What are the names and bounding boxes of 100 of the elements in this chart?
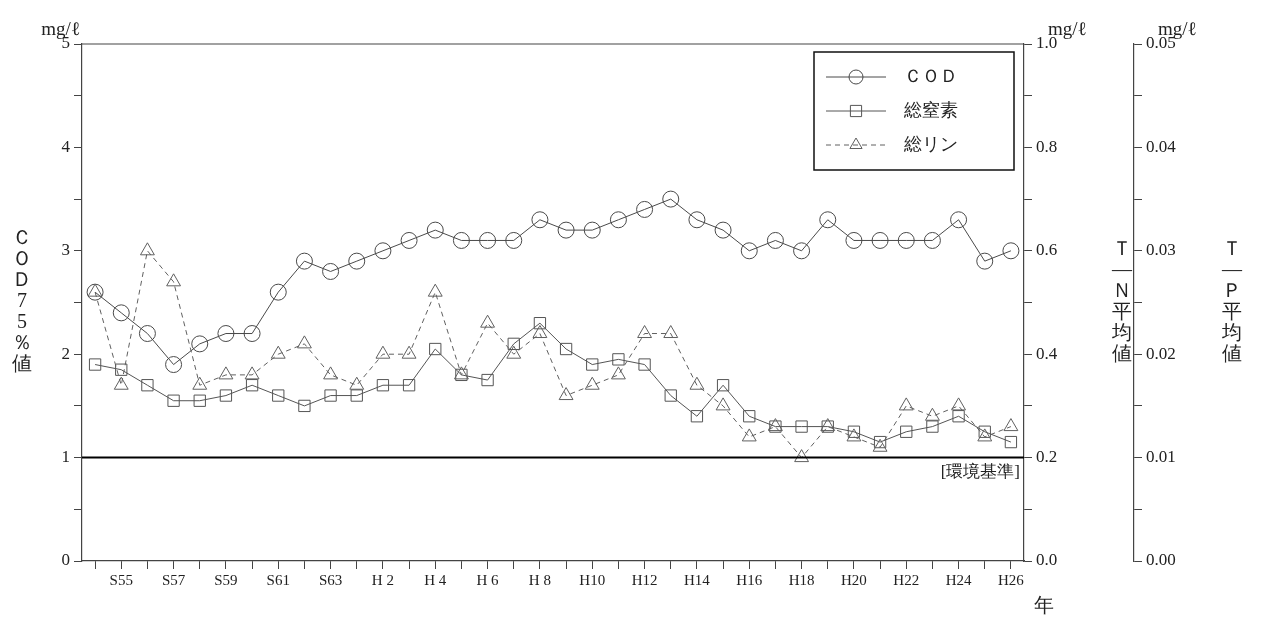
point: [323, 366, 339, 380]
point: [427, 283, 443, 297]
point: [715, 397, 731, 411]
text: mg/ℓ: [1048, 18, 1087, 40]
point: [1004, 435, 1018, 449]
point: [688, 211, 706, 229]
point: [350, 389, 363, 402]
point: [951, 397, 967, 411]
x-tick-label: S61: [266, 571, 290, 588]
point: [531, 211, 549, 229]
x-tick-label: S57: [161, 571, 186, 588]
x-tick-label: H26: [997, 571, 1025, 588]
point: [243, 325, 261, 343]
point: [375, 345, 391, 359]
point: [112, 304, 130, 322]
point: [295, 252, 313, 270]
point: [976, 252, 994, 270]
x-tick-label: H20: [840, 571, 867, 588]
point: [766, 231, 784, 249]
y-axis-title: ＣＯＤ75％値: [12, 226, 32, 375]
point: [898, 397, 914, 411]
point: [87, 283, 103, 297]
point: [298, 399, 311, 413]
point: [662, 190, 680, 208]
point: [322, 262, 340, 280]
point: [846, 428, 862, 442]
point: [794, 449, 810, 463]
point: [795, 420, 808, 433]
point: [1003, 418, 1019, 432]
y2-axis-title: Ｔ—Ｎ平均値: [1111, 236, 1133, 364]
point: [452, 231, 470, 249]
point: [977, 428, 993, 442]
y3-tick-label: 0.00: [1146, 550, 1176, 570]
x-tick-label: H24: [945, 571, 972, 588]
point: [376, 379, 390, 392]
point: [401, 345, 417, 359]
point: [141, 379, 154, 392]
x-axis-title: 年: [1034, 594, 1054, 617]
point: [113, 376, 129, 390]
point: [637, 325, 653, 339]
legend-label: ＣＯＤ: [904, 65, 958, 86]
y2-tick-label: 0.6: [1036, 240, 1058, 260]
point: [638, 358, 651, 371]
point: [165, 356, 183, 374]
ref-line-label: [環境基準]: [940, 461, 1020, 481]
point: [740, 242, 758, 260]
point: [348, 252, 366, 270]
y-tick-label: 4: [61, 136, 71, 156]
point: [191, 335, 209, 353]
x-tick-label: H10: [579, 571, 606, 588]
y3-tick-label: 0.02: [1146, 343, 1176, 363]
point: [479, 231, 497, 249]
point: [192, 376, 208, 390]
y-tick-label: 3: [61, 240, 70, 260]
y-tick-label: 1: [61, 447, 70, 467]
point: [586, 358, 599, 371]
legend-label: 総リン: [903, 133, 958, 154]
point: [217, 325, 235, 343]
point: [505, 231, 523, 249]
point: [400, 231, 418, 249]
point: [609, 211, 627, 229]
point: [845, 231, 863, 249]
x-tick-label: S55: [109, 571, 133, 588]
point: [690, 410, 704, 423]
y2-tick-label: 0.2: [1036, 447, 1058, 467]
point: [139, 242, 155, 256]
point: [558, 387, 574, 401]
point: [664, 389, 677, 402]
point: [480, 314, 496, 328]
point: [533, 317, 547, 330]
point: [950, 211, 968, 229]
point: [871, 231, 889, 249]
point: [269, 283, 287, 301]
y2-tick-label: 0.4: [1036, 343, 1058, 363]
point: [115, 363, 128, 376]
point: [324, 389, 337, 402]
y-tick-label: 0: [61, 550, 70, 570]
point: [349, 376, 365, 390]
x-tick-label: S59: [214, 571, 238, 588]
x-tick-label: S63: [318, 571, 343, 588]
point: [296, 335, 312, 349]
point: [926, 420, 939, 433]
point: [819, 211, 837, 229]
y3-tick-label: 0.04: [1146, 136, 1177, 156]
point: [924, 407, 940, 421]
point: [897, 231, 915, 249]
point: [583, 221, 601, 239]
y3-axis-title: Ｔ—Ｐ平均値: [1221, 236, 1243, 364]
x-tick-label: H12: [631, 571, 658, 588]
point: [612, 353, 625, 366]
point: [741, 428, 757, 442]
y-tick-label: 2: [61, 343, 70, 363]
point: [689, 376, 705, 390]
y2-tick-label: 0.0: [1036, 550, 1058, 570]
point: [716, 379, 730, 392]
point: [506, 345, 522, 359]
x-tick-label: H 8: [528, 571, 551, 588]
point: [426, 221, 444, 239]
point: [86, 283, 104, 301]
point: [167, 394, 180, 407]
